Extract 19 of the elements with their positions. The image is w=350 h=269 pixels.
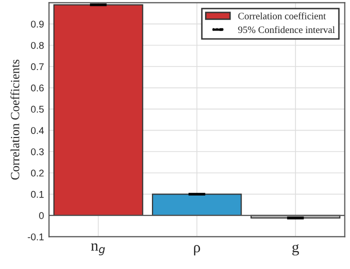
y-tick-label: 0.6: [31, 84, 44, 92]
y-tick-label: 0.8: [31, 42, 44, 49]
x-tick-label: g: [292, 244, 299, 256]
annotation: 95% Confidence interval: [238, 26, 335, 34]
y-axis-title: Correlation Coefficients: [10, 60, 20, 180]
y-tick-label: 0.9: [31, 20, 44, 28]
y-tick-label: 0: [39, 212, 44, 220]
bar: [152, 194, 242, 216]
y-tick-label: 0.2: [31, 170, 44, 177]
y-tick-label: 0.5: [31, 106, 44, 113]
y-tick-label: 0.7: [31, 63, 44, 70]
y-tick-label: 0.4: [31, 127, 44, 134]
y-tick-label: 0.1: [31, 190, 44, 198]
y-tick-label: 0.3: [31, 148, 44, 156]
y-tick-label: -0.1: [28, 233, 44, 240]
bar: [53, 4, 144, 216]
x-tick-label: ρ: [194, 245, 200, 256]
x-tick-label: n$_{g}$: [91, 243, 105, 256]
legend-label: Correlation coefficient: [238, 12, 326, 20]
